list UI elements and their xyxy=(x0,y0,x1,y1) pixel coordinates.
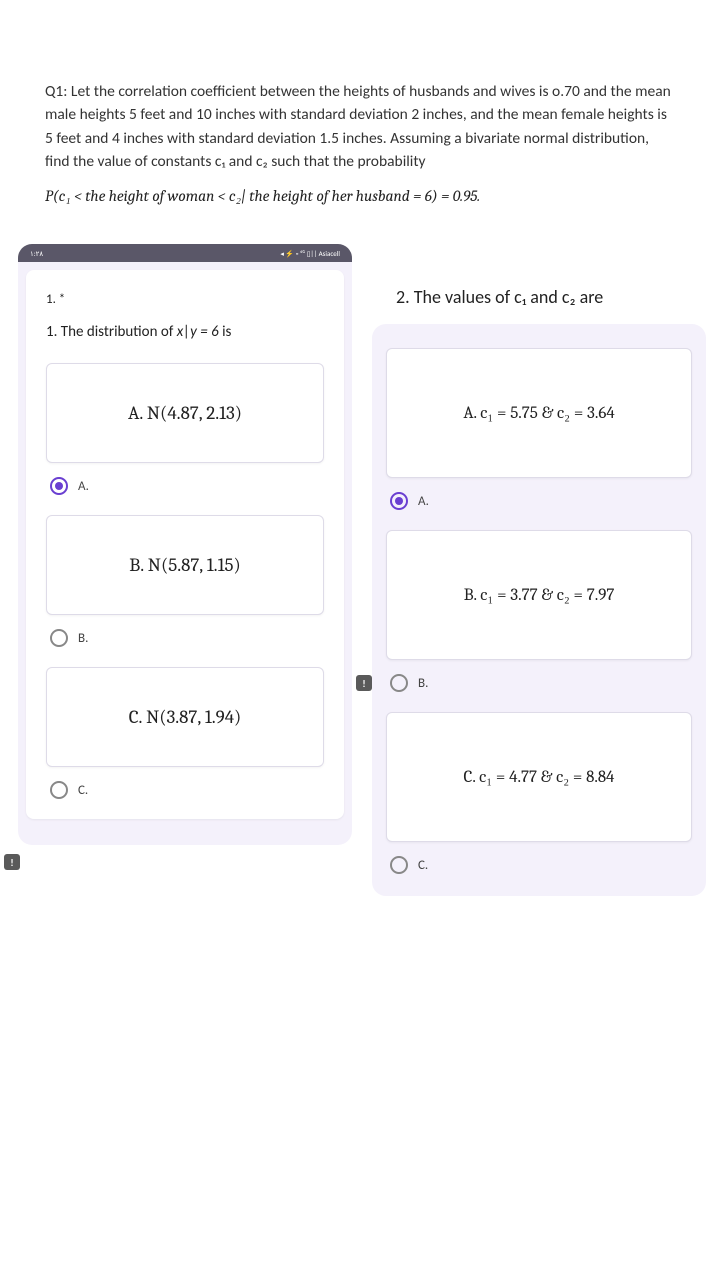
radio-icon xyxy=(390,856,408,874)
question-formula: P(c₁ < the height of woman < c₂| the hei… xyxy=(45,187,675,206)
question-number: 1. * xyxy=(40,282,330,309)
alert-badge-icon: ! xyxy=(4,854,20,870)
option-letter: C. xyxy=(78,783,88,798)
option-b-box[interactable]: B. c₁ = 3.77 & c₂ = 7.97 xyxy=(386,530,692,660)
mobile-statusbar: ١:٢٨ ◂ ⚡ ▫ ⁴ᴳ ▯|| Asiacell xyxy=(18,244,352,262)
statusbar-time: ١:٢٨ xyxy=(30,249,43,258)
option-a-box[interactable]: A. N(4.87, 2.13) xyxy=(46,363,324,463)
radio-icon xyxy=(390,492,408,510)
radio-icon xyxy=(390,674,408,692)
option-c-box[interactable]: C. c₁ = 4.77 & c₂ = 8.84 xyxy=(386,712,692,842)
radio-icon xyxy=(50,477,68,495)
option-a-radio-row[interactable]: A. xyxy=(40,463,330,499)
question-1-heading: 1. The distribution of x|y = 6 is xyxy=(40,309,330,347)
option-b-radio-row[interactable]: ! B. xyxy=(380,660,698,696)
option-c-box[interactable]: C. N(3.87, 1.94) xyxy=(46,667,324,767)
question-2-panel: 2. The values of c₁ and c₂ are A. c₁ = 5… xyxy=(372,244,706,896)
option-letter: C. xyxy=(418,858,428,873)
statusbar-network: ◂ ⚡ ▫ ⁴ᴳ ▯|| Asiacell xyxy=(280,249,340,258)
question-2-heading: 2. The values of c₁ and c₂ are xyxy=(372,266,706,324)
option-a-radio-row[interactable]: A. xyxy=(380,478,698,514)
option-letter: A. xyxy=(78,479,89,494)
alert-badge-icon: ! xyxy=(356,675,372,691)
option-c-radio-row[interactable]: C. xyxy=(380,842,698,878)
question-1-panel: ١:٢٨ ◂ ⚡ ▫ ⁴ᴳ ▯|| Asiacell 1. * 1. The d… xyxy=(18,244,352,845)
option-b-box[interactable]: B. N(5.87, 1.15) xyxy=(46,515,324,615)
question-card: 1. * 1. The distribution of x|y = 6 is A… xyxy=(26,270,344,819)
option-a-box[interactable]: A. c₁ = 5.75 & c₂ = 3.64 xyxy=(386,348,692,478)
radio-icon xyxy=(50,629,68,647)
option-c-radio-row[interactable]: C. xyxy=(40,767,330,803)
answer-columns: ١:٢٨ ◂ ⚡ ▫ ⁴ᴳ ▯|| Asiacell 1. * 1. The d… xyxy=(0,244,720,896)
option-letter: A. xyxy=(418,494,429,509)
question-text: Q1: Let the correlation coefficient betw… xyxy=(0,0,720,226)
option-b-radio-row[interactable]: B. xyxy=(40,615,330,651)
option-letter: B. xyxy=(78,631,88,646)
question-intro: Q1: Let the correlation coefficient betw… xyxy=(45,80,675,173)
radio-icon xyxy=(50,781,68,799)
option-letter: B. xyxy=(418,676,428,691)
